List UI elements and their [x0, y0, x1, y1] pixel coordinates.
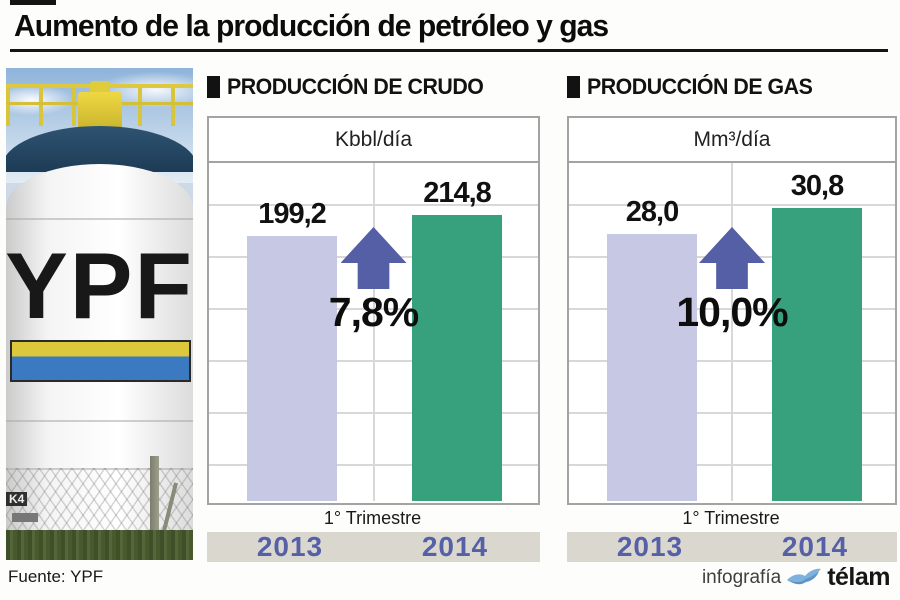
crude-year-2013: 2013 [256, 531, 324, 562]
gas-value-2013: 28,0 [625, 196, 679, 229]
crude-period-label: 1° Trimestre [323, 508, 422, 528]
tank-logo-text: YPF [6, 233, 193, 338]
tank-valve-knob [90, 81, 110, 94]
brand-name: télam [827, 563, 890, 591]
gas-plot-area: 28,0 30,8 10,0% [569, 163, 895, 501]
crude-section-header: PRODUCCIÓN DE CRUDO [207, 74, 491, 100]
gas-section-header: PRODUCCIÓN DE GAS [567, 74, 819, 100]
square-bullet-icon [207, 76, 220, 98]
credit-block: infografía télam [701, 563, 891, 592]
gas-section-title: PRODUCCIÓN DE GAS [587, 74, 813, 99]
gas-change-percent: 10,0% [676, 289, 788, 335]
crude-value-2014: 214,8 [423, 177, 492, 210]
crude-bar-2013 [247, 235, 337, 501]
tank-seam [6, 420, 193, 422]
gas-bar-2014 [772, 207, 862, 501]
crude-section-title: PRODUCCIÓN DE CRUDO [227, 74, 484, 99]
crude-plot-area: 199,2 214,8 7,8% [209, 163, 538, 501]
crude-value-2013: 199,2 [258, 197, 327, 230]
top-edge-strip [10, 0, 56, 5]
tank-seam [6, 218, 193, 220]
gas-year-band: 2013 2014 [567, 531, 897, 562]
tank-id-sign: K4 [6, 492, 28, 506]
gas-bar-2013 [607, 234, 697, 501]
increase-arrow-icon [340, 227, 407, 289]
page-title: Aumento de la producción de petróleo y g… [14, 8, 609, 43]
credit-label: infografía [701, 566, 782, 588]
small-sign [12, 513, 38, 522]
gas-period-label: 1° Trimestre [682, 508, 780, 528]
grass-ground [6, 530, 193, 560]
gas-year-2014: 2014 [781, 531, 849, 562]
fence-pole [150, 456, 159, 534]
crude-bar-2014 [412, 215, 502, 501]
increase-arrow-icon [699, 227, 765, 289]
gas-unit-label: Mm³/día [569, 118, 895, 163]
tank-seam [6, 468, 193, 470]
crude-year-band: 2013 2014 [207, 531, 540, 562]
ypf-tank-photo: YPF K4 [6, 68, 193, 560]
source-note: Fuente: YPF [8, 567, 104, 586]
tank-valve-equipment [78, 92, 122, 130]
title-divider [10, 49, 888, 52]
crude-chart-box: Kbbl/día 199,2 214,8 7,8% [207, 116, 540, 505]
center-gridline [731, 163, 733, 501]
crude-change-percent: 7,8% [328, 289, 419, 335]
center-gridline [372, 163, 375, 501]
telam-bird-icon [787, 568, 822, 584]
tank-stripe-band [10, 340, 191, 382]
crude-chart-panel: PRODUCCIÓN DE CRUDO Kbbl/día 199,2 214,8… [205, 68, 540, 568]
gas-value-2014: 30,8 [790, 169, 844, 202]
crude-year-2014: 2014 [421, 531, 489, 562]
gas-year-2013: 2013 [616, 531, 684, 562]
crude-unit-label: Kbbl/día [209, 118, 538, 163]
gas-chart-box: Mm³/día 28,0 30,8 10,0% [567, 116, 897, 505]
square-bullet-icon [567, 76, 580, 98]
gas-chart-panel: PRODUCCIÓN DE GAS Mm³/día 28,0 30,8 10,0… [565, 68, 897, 568]
